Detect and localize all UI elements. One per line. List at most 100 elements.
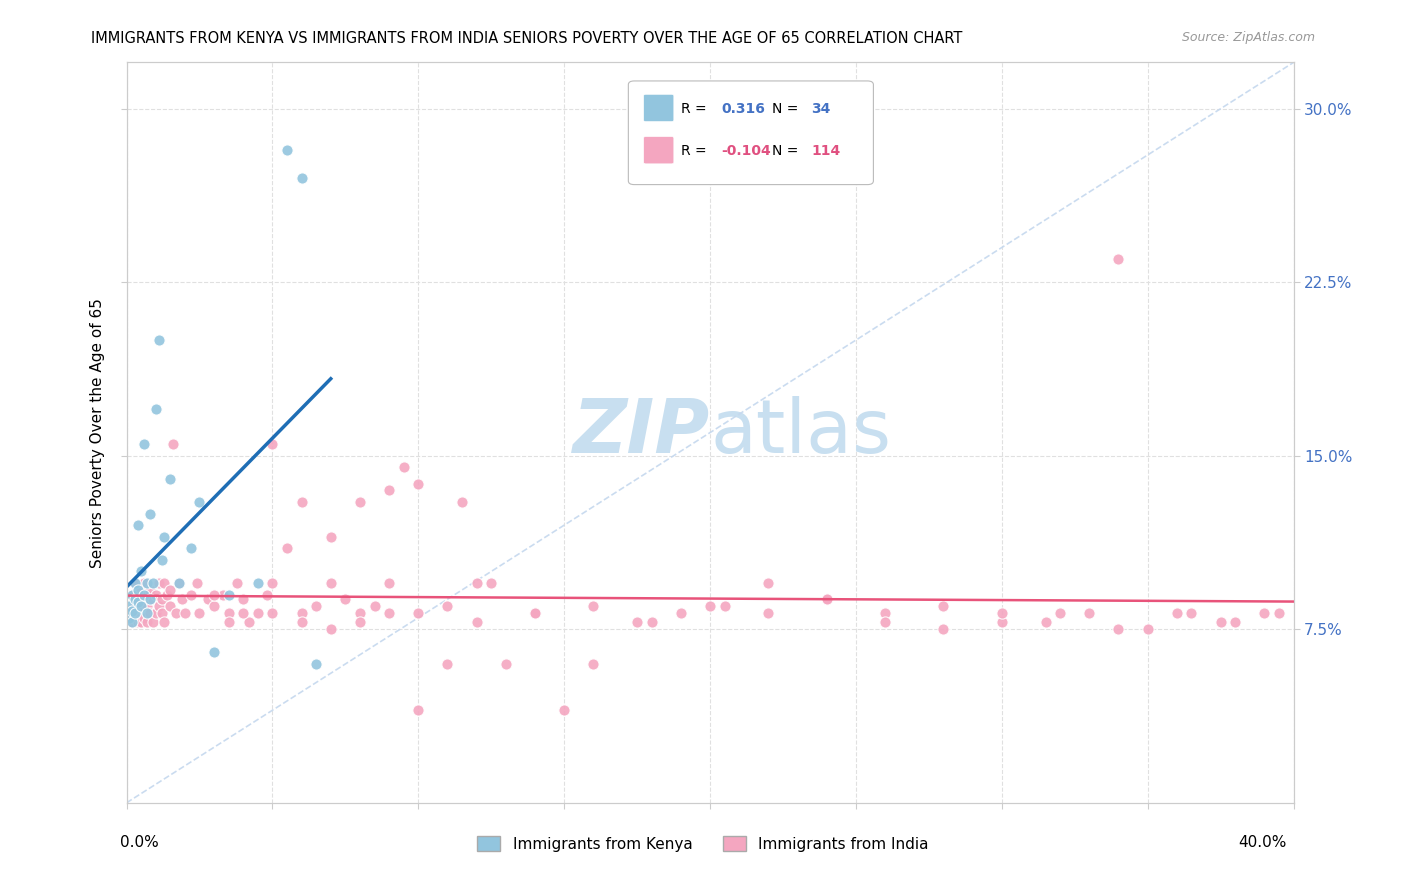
Point xyxy=(238,615,260,630)
Point xyxy=(142,615,165,630)
Point xyxy=(129,565,152,579)
Point xyxy=(202,599,225,614)
Text: N =: N = xyxy=(772,102,799,116)
Point xyxy=(202,588,225,602)
Point xyxy=(349,495,371,509)
Y-axis label: Seniors Poverty Over the Age of 65: Seniors Poverty Over the Age of 65 xyxy=(90,298,105,567)
Point xyxy=(1108,622,1130,636)
Text: atlas: atlas xyxy=(710,396,891,469)
Point xyxy=(582,657,605,671)
Point xyxy=(136,588,159,602)
FancyBboxPatch shape xyxy=(644,95,673,121)
Text: -0.104: -0.104 xyxy=(721,145,772,158)
Point xyxy=(451,495,474,509)
Text: 0.316: 0.316 xyxy=(721,102,766,116)
Point xyxy=(132,576,155,591)
Point xyxy=(524,606,547,620)
Point xyxy=(218,606,240,620)
Point xyxy=(121,588,143,602)
Point xyxy=(153,615,176,630)
Point xyxy=(118,610,141,624)
Point xyxy=(276,541,298,556)
Point xyxy=(436,599,458,614)
Point xyxy=(378,606,401,620)
Point xyxy=(262,437,284,451)
Point xyxy=(465,615,488,630)
Point xyxy=(349,606,371,620)
Legend: Immigrants from Kenya, Immigrants from India: Immigrants from Kenya, Immigrants from I… xyxy=(470,828,936,859)
FancyBboxPatch shape xyxy=(628,81,873,185)
Point xyxy=(305,657,328,671)
Point xyxy=(186,576,208,591)
Point xyxy=(262,576,284,591)
Point xyxy=(145,402,167,417)
Point xyxy=(139,592,162,607)
Point xyxy=(290,615,312,630)
Point xyxy=(232,592,254,607)
Point xyxy=(640,615,664,630)
Point xyxy=(129,582,152,597)
Text: 40.0%: 40.0% xyxy=(1239,836,1286,850)
Point xyxy=(159,582,181,597)
Point xyxy=(875,606,897,620)
Text: 114: 114 xyxy=(811,145,841,158)
Point xyxy=(139,606,162,620)
Point xyxy=(132,592,155,607)
Point xyxy=(188,495,211,509)
Point xyxy=(165,606,187,620)
Point xyxy=(136,599,159,614)
Point xyxy=(132,588,155,602)
Point xyxy=(145,588,167,602)
Point xyxy=(142,592,165,607)
Point xyxy=(167,576,190,591)
Point xyxy=(626,615,648,630)
Point xyxy=(127,518,149,533)
Point xyxy=(124,592,146,607)
Point xyxy=(174,606,197,620)
Point xyxy=(139,582,162,597)
Point xyxy=(127,582,149,597)
Text: N =: N = xyxy=(772,145,799,158)
Point xyxy=(121,604,143,618)
Point xyxy=(1035,615,1057,630)
Point xyxy=(218,615,240,630)
Point xyxy=(124,606,146,620)
Point xyxy=(127,592,149,607)
Point xyxy=(118,599,141,614)
Point xyxy=(167,576,190,591)
Point xyxy=(150,592,173,607)
Point xyxy=(197,592,219,607)
Point xyxy=(553,703,575,717)
Point xyxy=(990,615,1012,630)
Point xyxy=(262,606,284,620)
Point xyxy=(479,576,502,591)
Point xyxy=(815,592,838,607)
Point xyxy=(756,606,779,620)
Point xyxy=(124,576,146,591)
Point xyxy=(465,576,488,591)
Point xyxy=(290,495,312,509)
Text: R =: R = xyxy=(681,145,706,158)
Point xyxy=(524,606,547,620)
Point xyxy=(124,599,146,614)
Point xyxy=(392,460,415,475)
Point xyxy=(170,592,193,607)
Point xyxy=(148,576,170,591)
Point xyxy=(159,472,181,486)
Point xyxy=(1078,606,1101,620)
Point xyxy=(932,622,955,636)
Point xyxy=(256,588,278,602)
Point xyxy=(436,657,458,671)
Point xyxy=(124,576,146,591)
Point xyxy=(319,622,342,636)
Point xyxy=(582,599,605,614)
Point xyxy=(121,615,143,630)
Point xyxy=(408,476,430,491)
Point xyxy=(156,588,179,602)
Point xyxy=(159,599,181,614)
Point xyxy=(290,171,312,186)
Point xyxy=(129,599,152,614)
Point xyxy=(408,703,430,717)
Point xyxy=(211,588,233,602)
Text: IMMIGRANTS FROM KENYA VS IMMIGRANTS FROM INDIA SENIORS POVERTY OVER THE AGE OF 6: IMMIGRANTS FROM KENYA VS IMMIGRANTS FROM… xyxy=(91,31,963,46)
